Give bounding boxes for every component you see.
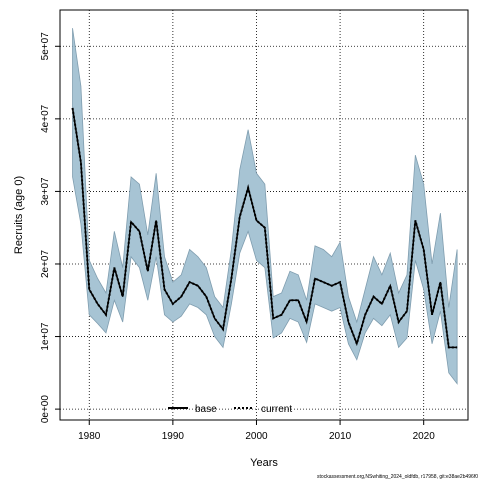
confidence-band-area: [72, 28, 458, 385]
x-axis-title: Years: [250, 457, 278, 469]
y-axis-title: Recruits (age 0): [13, 176, 25, 254]
x-tick-label: 1980: [78, 431, 101, 442]
x-tick-label: 2000: [245, 431, 268, 442]
legend: base current: [168, 404, 292, 415]
y-tick-label: 2e+07: [40, 250, 51, 279]
legend-label-current: current: [261, 404, 292, 415]
y-tick-label: 1e+07: [40, 322, 51, 351]
plot-frame: [59, 9, 469, 421]
y-tick-label: 3e+07: [40, 177, 51, 206]
x-tick-label: 2010: [329, 431, 352, 442]
y-tick-label: 4e+07: [40, 104, 51, 133]
y-tick-label: 5e+07: [40, 32, 51, 61]
y-tick-label: 0e+00: [40, 395, 51, 424]
confidence-band: [72, 28, 458, 385]
series-line-current: [71, 107, 458, 349]
series-lines: [71, 107, 458, 349]
x-axis: 1980 1990 2000 2010 2020: [78, 420, 435, 442]
footer-credit: stockassessment.org,NSwhiting_2024_oldfd…: [317, 474, 478, 480]
legend-label-base: base: [195, 404, 217, 415]
y-axis: 0e+00 1e+07 2e+07 3e+07 4e+07 5e+07: [40, 32, 60, 423]
x-tick-label: 1990: [162, 431, 185, 442]
x-tick-label: 2020: [413, 431, 436, 442]
